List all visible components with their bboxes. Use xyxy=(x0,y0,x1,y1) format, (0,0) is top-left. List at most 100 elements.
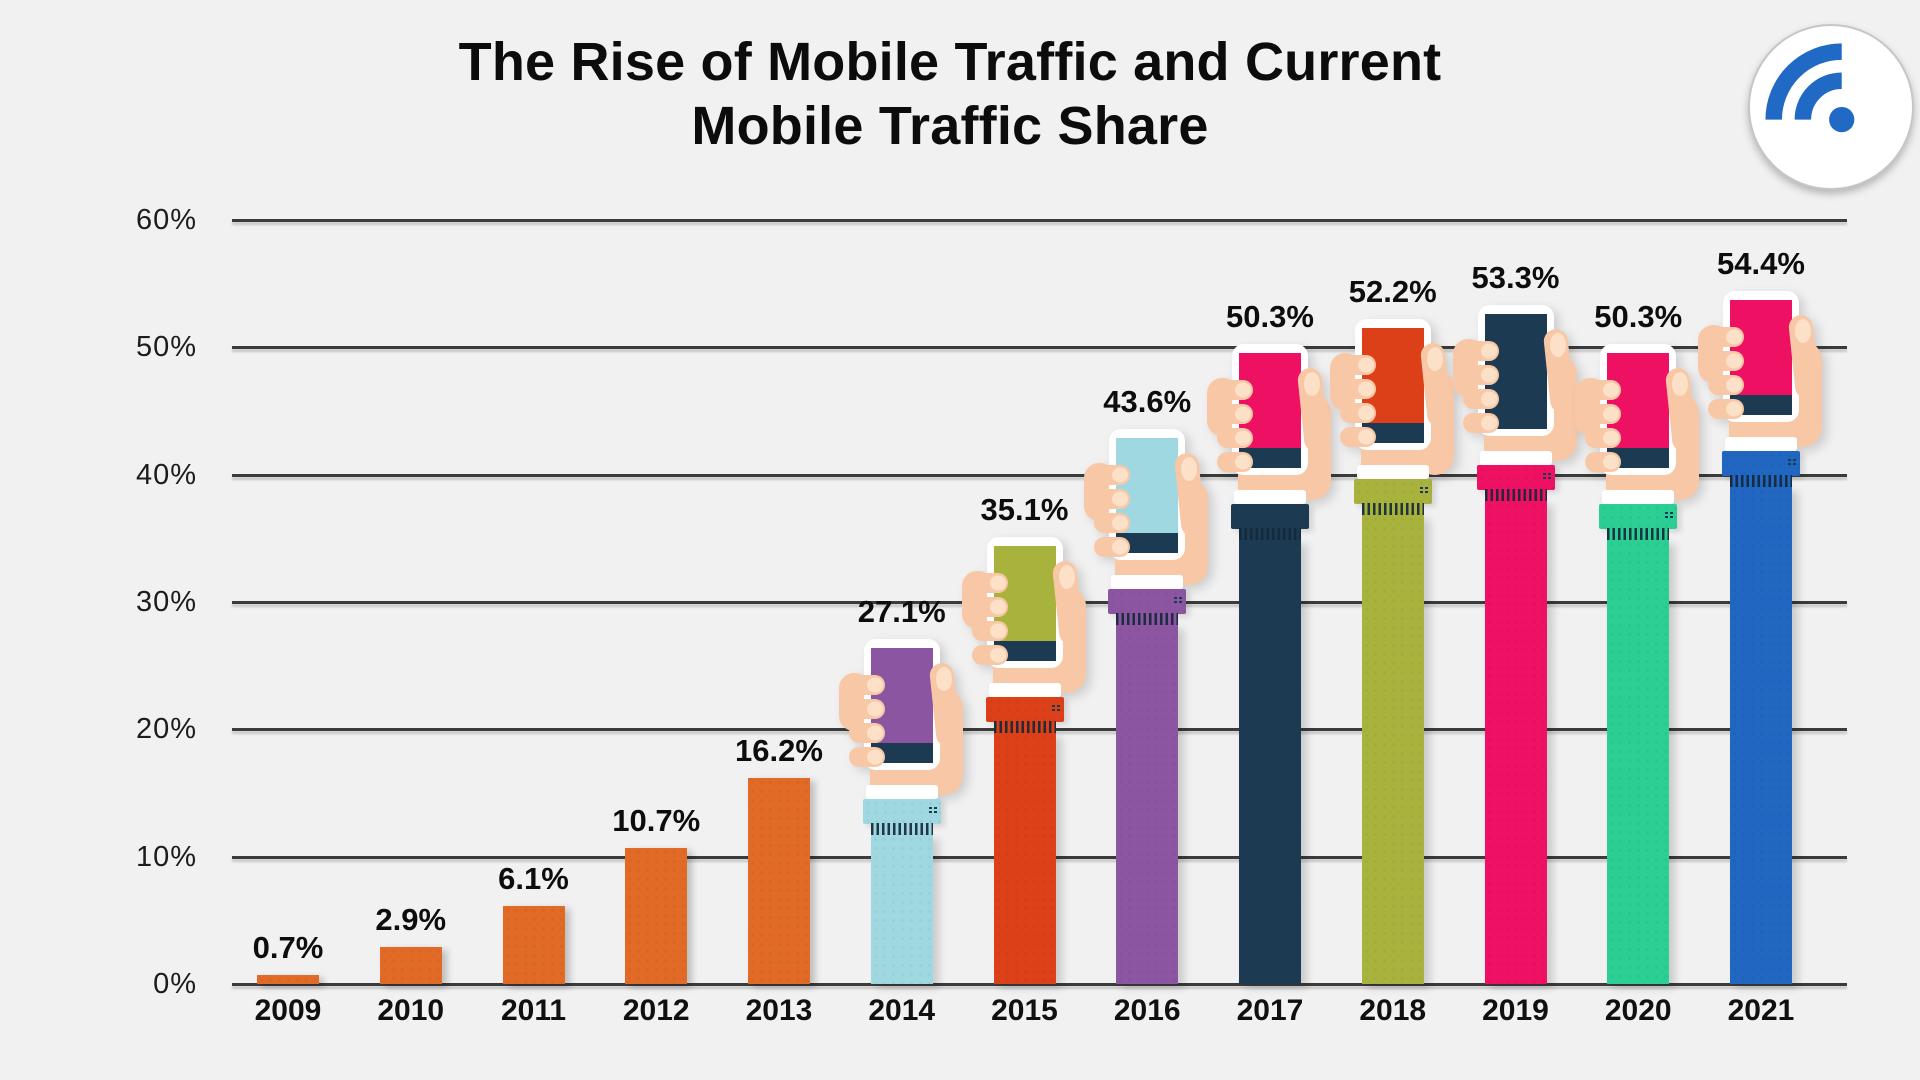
x-axis-label-2011: 2011 xyxy=(500,994,567,1027)
shirt-cuff xyxy=(1356,465,1429,480)
bar-2021 xyxy=(1696,291,1826,984)
y-axis-label: 20% xyxy=(135,713,197,746)
x-axis-label-2013: 2013 xyxy=(745,994,813,1027)
fingers xyxy=(1585,379,1622,472)
value-label-2009: 0.7% xyxy=(252,930,324,966)
thumb-nail xyxy=(1426,347,1443,372)
sleeve-arm xyxy=(1607,539,1670,984)
y-axis-label: 0% xyxy=(153,968,197,1000)
x-axis-label-2012: 2012 xyxy=(622,994,690,1027)
phone-screen-band xyxy=(1361,423,1424,444)
x-axis-label-2017: 2017 xyxy=(1236,994,1304,1027)
sleeve-cuff xyxy=(1476,465,1555,491)
sleeve-cuff xyxy=(862,798,941,824)
sleeve-arm xyxy=(1361,515,1424,984)
sleeve-cuff xyxy=(1231,503,1309,529)
cuff-ribbing xyxy=(1484,489,1547,503)
value-label-2016: 43.6% xyxy=(1103,383,1192,419)
shirt-cuff xyxy=(1602,489,1675,504)
cuff-ribbing xyxy=(1607,527,1670,541)
bar-2019 xyxy=(1451,305,1581,984)
y-axis-label: 10% xyxy=(135,840,197,873)
shirt-cuff xyxy=(1111,574,1184,589)
cuff-ribbing xyxy=(1239,527,1301,541)
bar-2012 xyxy=(625,847,688,984)
x-axis-label-2010: 2010 xyxy=(377,994,445,1027)
cuff-ribbing xyxy=(1730,475,1792,489)
sleeve-arm xyxy=(993,733,1056,984)
sleeve-cuff xyxy=(1722,451,1800,477)
gridline xyxy=(232,346,1847,350)
gridline xyxy=(232,473,1847,477)
bar-2011 xyxy=(502,906,565,984)
x-axis-label-2020: 2020 xyxy=(1604,994,1672,1027)
bar-2009 xyxy=(257,975,319,984)
bar-2017 xyxy=(1205,343,1335,984)
cuff-tag-detail xyxy=(1542,473,1546,476)
sleeve-cuff xyxy=(1353,479,1432,505)
cuff-tag-detail xyxy=(1788,459,1791,462)
hand-phone-illustration xyxy=(1452,305,1577,466)
wifi-arcs-icon xyxy=(1765,43,1855,133)
hand-phone-illustration xyxy=(1329,319,1454,480)
value-label-2011: 6.1% xyxy=(498,861,569,897)
shirt-cuff xyxy=(1234,489,1306,504)
title-line-2: Mobile Traffic Share xyxy=(691,96,1209,156)
bar-2014 xyxy=(837,638,967,984)
fingers xyxy=(971,573,1008,666)
sleeve-cuff xyxy=(985,697,1064,723)
bar-2020 xyxy=(1573,343,1703,984)
phone-screen-band xyxy=(1116,532,1179,553)
cuff-ribbing xyxy=(1361,503,1424,517)
hand-phone-illustration xyxy=(961,537,1086,698)
x-axis-label-2015: 2015 xyxy=(991,994,1058,1027)
shirt-cuff xyxy=(865,784,938,799)
value-label-2017: 50.3% xyxy=(1226,298,1314,334)
y-axis-label: 60% xyxy=(135,204,197,236)
brand-logo xyxy=(1748,24,1914,190)
value-label-2015: 35.1% xyxy=(980,492,1069,528)
thumb-nail xyxy=(1672,371,1689,396)
sleeve-arm xyxy=(870,834,933,984)
phone-screen-band xyxy=(1239,447,1301,468)
thumb-nail xyxy=(1549,333,1566,358)
bar-2013 xyxy=(748,777,810,984)
fingers xyxy=(1217,379,1253,472)
phone-screen-band xyxy=(1484,409,1547,430)
hand-phone-illustration xyxy=(1698,291,1822,452)
y-axis-label: 50% xyxy=(135,331,197,364)
thumb-nail xyxy=(1181,456,1198,481)
fingers xyxy=(1339,355,1376,448)
cuff-tag-detail xyxy=(1297,511,1300,514)
gridline xyxy=(232,219,1847,222)
y-axis-label: 40% xyxy=(135,458,197,491)
cuff-ribbing xyxy=(870,822,933,836)
phone-screen-band xyxy=(993,641,1056,662)
phone-screen-band xyxy=(870,742,933,763)
hand-phone-illustration xyxy=(838,638,963,799)
cuff-ribbing xyxy=(993,721,1056,735)
fingers xyxy=(1462,341,1499,434)
phone-screen-band xyxy=(1730,395,1792,416)
thumb-nail xyxy=(1304,371,1320,396)
x-axis-label-2009: 2009 xyxy=(254,994,322,1027)
phone-screen-band xyxy=(1607,447,1670,468)
cuff-tag-detail xyxy=(1419,487,1423,490)
cuff-tag-detail xyxy=(1051,705,1055,708)
title-line-1: The Rise of Mobile Traffic and Current xyxy=(458,32,1442,92)
thumb-nail xyxy=(1058,565,1075,590)
cuff-tag-detail xyxy=(928,806,932,809)
x-axis-label-2014: 2014 xyxy=(868,994,936,1027)
sleeve-arm xyxy=(1116,624,1179,984)
value-label-2014: 27.1% xyxy=(857,593,946,629)
shirt-cuff xyxy=(1725,437,1797,452)
sleeve-cuff xyxy=(1599,503,1678,529)
bar-2015 xyxy=(960,537,1090,984)
thumb-nail xyxy=(935,666,952,691)
sleeve-arm xyxy=(1239,539,1301,984)
hand-phone-illustration xyxy=(1207,343,1331,504)
sleeve-arm xyxy=(1730,487,1792,984)
gridline xyxy=(232,983,1847,986)
bar-2018 xyxy=(1328,319,1458,984)
